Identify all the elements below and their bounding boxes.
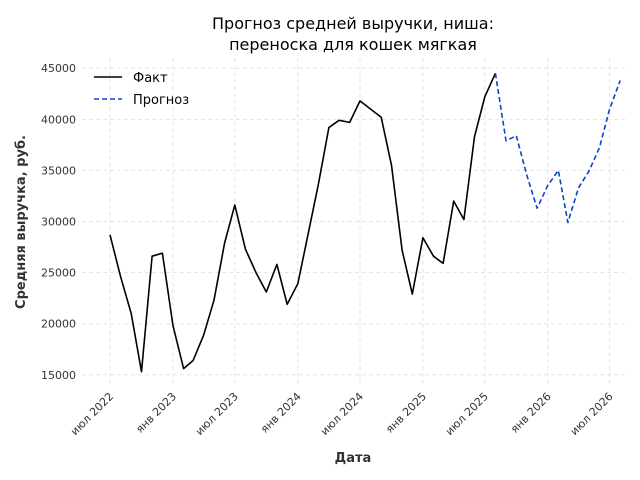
y-tick-label: 15000 [41, 369, 76, 382]
y-tick-label: 20000 [41, 318, 76, 331]
legend-label: Факт [133, 71, 168, 86]
y-tick-label: 40000 [41, 113, 76, 126]
y-tick-label: 25000 [41, 267, 76, 280]
actual-series-line [109, 72, 497, 373]
y-axis-label: Средняя выручка, руб. [14, 135, 29, 309]
y-tick-label: 30000 [41, 216, 76, 229]
series-lines [109, 72, 621, 373]
legend-label: Прогноз [133, 93, 189, 108]
chart-title-line-2: переноска для кошек мягкая [229, 35, 477, 54]
legend: Факт Прогноз [94, 71, 189, 108]
chart-title-line-1: Прогноз средней выручки, ниша: [212, 14, 494, 33]
x-axis-label: Дата [335, 451, 372, 466]
grid [82, 58, 625, 385]
y-tick-label: 45000 [41, 62, 76, 75]
y-tick-label: 35000 [41, 164, 76, 177]
